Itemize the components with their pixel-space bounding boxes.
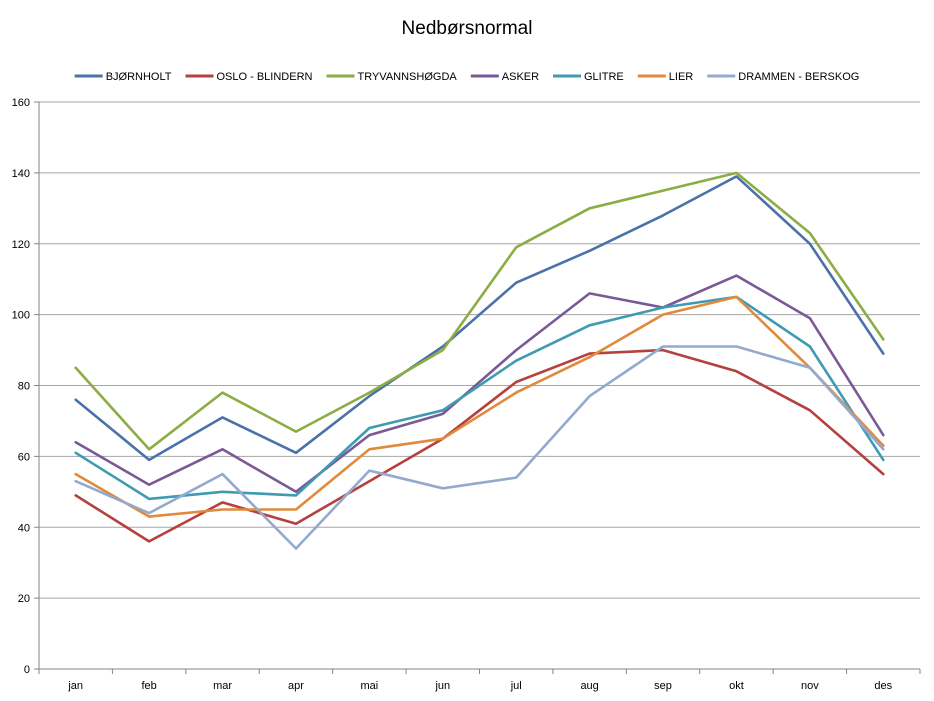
y-tick-label: 80: [18, 381, 30, 393]
legend-item: TRYVANNSHØGDA: [326, 71, 458, 83]
legend-item: ASKER: [470, 71, 539, 83]
series-line: [74, 345, 885, 550]
legend-item: DRAMMEN - BERSKOG: [707, 71, 859, 83]
legend-label: ASKER: [502, 71, 539, 83]
x-tick-label: jul: [510, 680, 522, 692]
x-tick-label: des: [874, 680, 892, 692]
x-tick-label: sep: [654, 680, 672, 692]
gridlines: [39, 101, 920, 599]
legend-item: LIER: [637, 71, 694, 83]
x-tick-label: apr: [288, 680, 304, 692]
y-tick-label: 60: [18, 451, 30, 463]
y-tick-label: 120: [12, 239, 30, 251]
legend-item: BJØRNHOLT: [74, 71, 172, 83]
y-tick-label: 20: [18, 593, 30, 605]
series-line: [74, 175, 885, 462]
y-tick-label: 40: [18, 522, 30, 534]
y-tick-label: 160: [12, 97, 30, 109]
series-line: [74, 171, 885, 451]
x-tick-label: mai: [361, 680, 379, 692]
chart-title: Nedbørsnormal: [401, 18, 533, 39]
legend-label: OSLO - BLINDERN: [217, 71, 313, 83]
x-tick-label: nov: [801, 680, 819, 692]
x-tick-label: mar: [213, 680, 232, 692]
x-tick-label: okt: [729, 680, 744, 692]
y-tick-label: 100: [12, 310, 30, 322]
x-tick-label: feb: [141, 680, 156, 692]
y-tick-label: 0: [24, 664, 30, 676]
series-line: [74, 295, 885, 518]
y-tick-label: 140: [12, 168, 30, 180]
legend-label: DRAMMEN - BERSKOG: [738, 71, 859, 83]
series-line: [74, 274, 885, 494]
legend-label: BJØRNHOLT: [106, 71, 172, 83]
series-line: [74, 348, 885, 543]
x-tick-label: jun: [434, 680, 450, 692]
axes: 0 20 40 60 80 100 120 140 160 jan feb mar apr mai jun j…: [12, 97, 921, 692]
legend-label: GLITRE: [584, 71, 624, 83]
legend-item: GLITRE: [553, 71, 624, 83]
legend: BJØRNHOLT OSLO - BLINDERN TRYVANNSHØGDA ASK…: [74, 71, 859, 83]
series-line: [74, 295, 885, 501]
x-tick-label: jan: [67, 680, 83, 692]
x-tick-label: aug: [580, 680, 598, 692]
legend-label: LIER: [669, 71, 694, 83]
legend-item: OSLO - BLINDERN: [185, 71, 313, 83]
series-lines: [74, 171, 885, 550]
legend-label: TRYVANNSHØGDA: [358, 71, 458, 83]
